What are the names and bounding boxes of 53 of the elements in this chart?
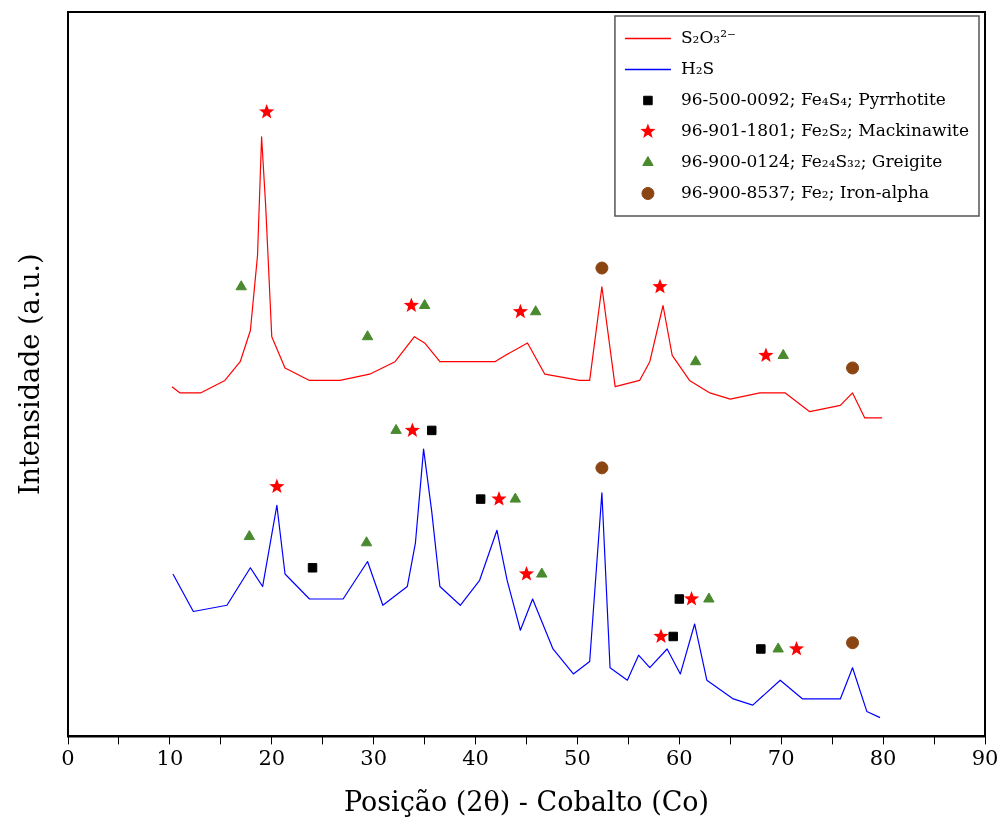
point bbox=[595, 261, 609, 275]
point bbox=[756, 644, 766, 654]
legend-label: S₂O₃²⁻ bbox=[680, 26, 736, 47]
x-axis-title: Posição (2θ) - Cobalto (Co) bbox=[343, 785, 710, 817]
point bbox=[777, 348, 789, 359]
point bbox=[674, 594, 685, 604]
legend-label: 96-901-1801; Fe₂S₂; Mackinawite bbox=[680, 119, 969, 140]
x-tick-label: 40 bbox=[462, 746, 489, 771]
x-tick-label: 10 bbox=[156, 746, 184, 771]
point bbox=[595, 461, 609, 475]
point bbox=[703, 592, 715, 603]
legend-label: H₂S bbox=[680, 57, 715, 78]
point bbox=[509, 492, 521, 503]
point bbox=[512, 303, 528, 319]
point bbox=[491, 491, 507, 506]
legend-label: 96-900-8537; Fe₂; Iron-alpha bbox=[680, 181, 930, 202]
point bbox=[475, 494, 486, 504]
x-tick-label: 60 bbox=[665, 746, 693, 771]
point bbox=[403, 297, 419, 312]
point bbox=[758, 347, 774, 362]
point bbox=[653, 628, 669, 643]
point bbox=[683, 591, 700, 606]
point bbox=[269, 478, 285, 494]
point bbox=[772, 642, 784, 653]
point bbox=[536, 567, 548, 578]
point bbox=[259, 103, 275, 119]
point bbox=[235, 280, 247, 291]
y-axis-title: Intensidade (a.u.) bbox=[14, 253, 46, 496]
point bbox=[689, 355, 702, 366]
point bbox=[307, 563, 318, 573]
point bbox=[846, 636, 860, 650]
legend-label: 96-500-0092; Fe₄S₄; Pyrrhotite bbox=[680, 88, 946, 109]
point bbox=[361, 330, 374, 341]
x-tick-label: 20 bbox=[258, 746, 286, 771]
point bbox=[518, 566, 535, 581]
point bbox=[846, 361, 860, 375]
point bbox=[652, 278, 668, 294]
point bbox=[390, 423, 402, 434]
point bbox=[243, 530, 256, 541]
x-tick-label: 80 bbox=[869, 746, 897, 771]
point bbox=[360, 536, 373, 547]
point bbox=[418, 299, 431, 310]
x-tick-label: 90 bbox=[971, 746, 999, 771]
legend-label: 96-900-0124; Fe₂₄S₃₂; Greigite bbox=[680, 150, 943, 171]
point bbox=[427, 425, 437, 436]
point bbox=[404, 422, 420, 437]
x-tick-label: 50 bbox=[564, 746, 591, 771]
x-tick-label: 70 bbox=[767, 746, 795, 771]
x-tick-label: 30 bbox=[360, 746, 388, 771]
point bbox=[788, 640, 805, 656]
point bbox=[529, 305, 542, 316]
point bbox=[668, 631, 678, 642]
x-tick-label: 0 bbox=[61, 746, 75, 771]
